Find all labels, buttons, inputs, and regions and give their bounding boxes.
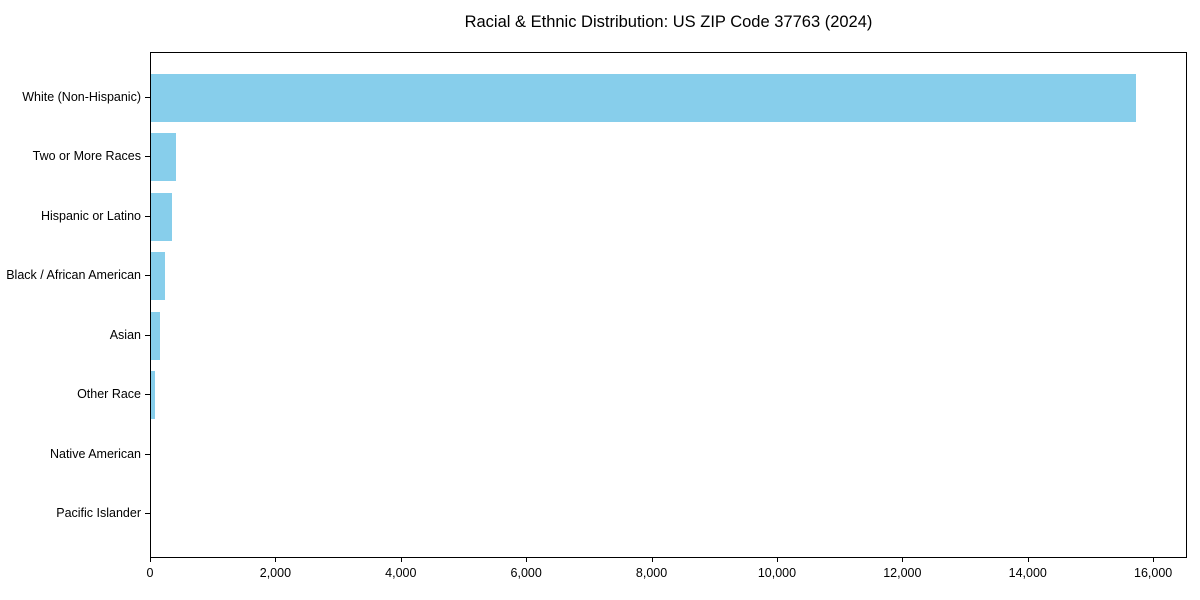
- y-tick-mark: [145, 334, 150, 336]
- bar-two-or-more-races: [151, 133, 177, 182]
- plot-area: [150, 52, 1187, 558]
- x-tick-label-6000: 6,000: [510, 566, 542, 580]
- y-tick-mark: [145, 215, 150, 217]
- x-tick-mark: [150, 558, 151, 562]
- x-tick-label-2000: 2,000: [259, 566, 292, 580]
- y-tick-label-hispanic-or-latino: Hispanic or Latino: [40, 208, 141, 223]
- y-tick-label-white-non-hispanic: White (Non-Hispanic): [22, 90, 141, 104]
- bar-asian: [151, 311, 161, 360]
- chart-title: Racial & Ethnic Distribution: US ZIP Cod…: [464, 13, 873, 31]
- y-tick-mark: [145, 394, 150, 396]
- y-tick-mark: [145, 513, 150, 514]
- x-tick-label-10000: 10,000: [757, 566, 797, 580]
- bar-white-non-hispanic: [151, 74, 1136, 122]
- bar-black-african-american: [151, 252, 165, 301]
- x-tick-label-8000: 8,000: [635, 566, 668, 580]
- x-tick-label-0: 0: [146, 566, 154, 580]
- x-tick-mark: [526, 558, 528, 562]
- x-tick-mark: [902, 558, 904, 562]
- y-tick-mark: [145, 156, 150, 158]
- x-tick-mark: [651, 558, 653, 562]
- x-tick-mark: [275, 558, 277, 562]
- x-tick-label-14000: 14,000: [1008, 566, 1047, 580]
- y-tick-label-pacific-islander: Pacific Islander: [56, 506, 141, 520]
- x-tick-mark: [400, 558, 402, 562]
- y-tick-mark: [145, 453, 150, 455]
- bar-other-race: [151, 371, 156, 420]
- x-tick-label-12000: 12,000: [883, 566, 922, 580]
- y-tick-label-black-african-american: Black / African American: [6, 268, 141, 283]
- y-tick-mark: [145, 97, 150, 98]
- x-tick-mark: [1027, 558, 1029, 562]
- x-tick-mark: [776, 558, 778, 562]
- y-tick-mark: [145, 275, 150, 277]
- x-tick-mark: [1153, 558, 1155, 562]
- y-tick-label-native-american: Native American: [49, 446, 141, 461]
- x-tick-label-16000: 16,000: [1134, 566, 1173, 580]
- bar-hispanic-or-latino: [151, 192, 172, 241]
- y-tick-label-two-or-more-races: Two or More Races: [32, 149, 141, 164]
- y-tick-label-asian: Asian: [109, 327, 141, 342]
- y-tick-label-other-race: Other Race: [77, 387, 141, 402]
- x-tick-label-4000: 4,000: [385, 566, 417, 580]
